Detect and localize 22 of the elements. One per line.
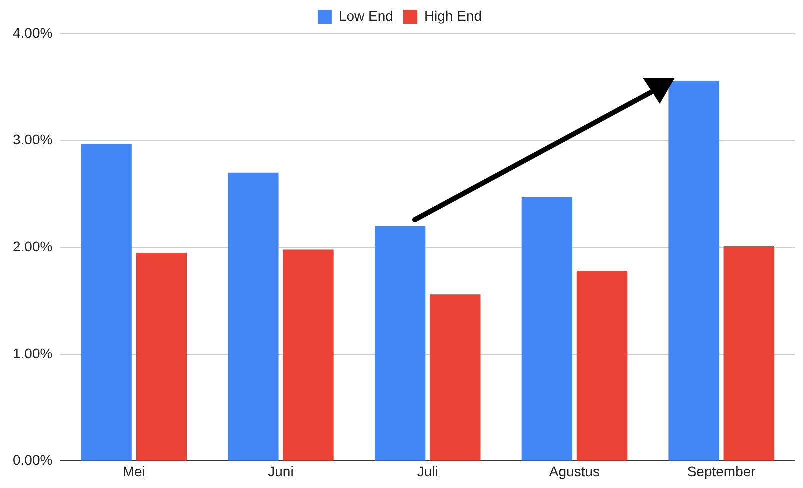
bar xyxy=(430,294,481,461)
bar xyxy=(228,172,279,461)
x-tick-label: Mei xyxy=(122,463,146,480)
y-tick-label: 3.00% xyxy=(12,132,53,148)
legend-label: High End xyxy=(424,8,482,24)
y-tick-label: 1.00% xyxy=(12,345,53,362)
bar xyxy=(576,271,628,461)
bar xyxy=(724,246,774,461)
bar xyxy=(81,144,132,461)
bar xyxy=(136,252,187,461)
bar xyxy=(668,80,720,461)
legend-label: Low End xyxy=(338,8,394,24)
y-tick-label: 2.00% xyxy=(12,238,53,254)
x-tick-label: Juni xyxy=(268,463,294,480)
x-tick-label: Juli xyxy=(417,463,438,480)
bar xyxy=(374,226,426,461)
y-tick-label: 4.00% xyxy=(12,24,53,41)
x-tick-label: Agustus xyxy=(549,463,600,480)
y-tick-label: 0.00% xyxy=(12,452,53,468)
bar xyxy=(283,250,334,461)
bar xyxy=(522,197,573,461)
x-tick-label: September xyxy=(687,463,756,480)
